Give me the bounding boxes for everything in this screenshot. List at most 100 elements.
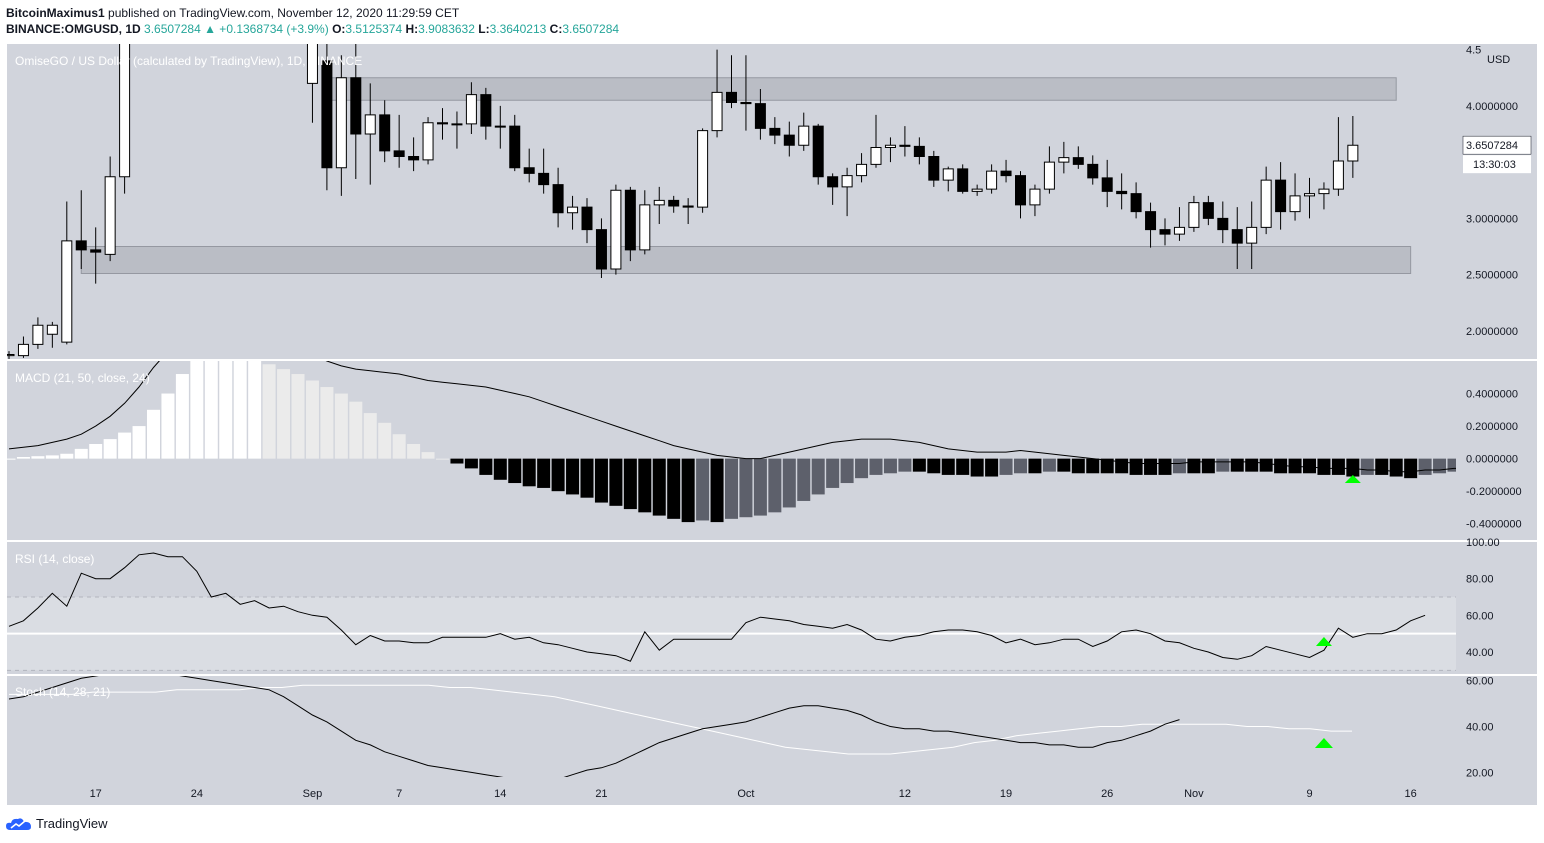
candle-body[interactable] [465, 94, 477, 125]
candle-body[interactable] [1101, 177, 1113, 192]
candle-body[interactable] [1188, 202, 1200, 228]
candle-body[interactable] [104, 176, 116, 255]
stoch-price-axis[interactable] [1456, 676, 1537, 777]
candle-body[interactable] [552, 184, 564, 214]
candle-body[interactable] [595, 229, 607, 270]
candle-body[interactable] [1318, 188, 1330, 195]
candle-body[interactable] [75, 240, 87, 251]
candle-body[interactable] [1043, 161, 1055, 190]
candle-body[interactable] [408, 156, 420, 161]
candle-body[interactable] [812, 125, 824, 178]
candle-body[interactable] [451, 123, 463, 126]
candle-body[interactable] [1116, 190, 1128, 195]
candle-body[interactable] [639, 204, 651, 251]
candle-body[interactable] [393, 150, 405, 157]
candle-body[interactable] [1347, 144, 1359, 162]
candle-body[interactable] [1072, 157, 1084, 165]
stoch-plot[interactable] [8, 674, 1352, 782]
candle-body[interactable] [610, 189, 622, 270]
candle-body[interactable] [1260, 179, 1272, 228]
candle-body[interactable] [523, 167, 535, 174]
candle-body[interactable] [437, 122, 448, 125]
rsi-price-axis[interactable] [1456, 542, 1537, 674]
candle-body[interactable] [870, 147, 882, 165]
candle-body[interactable] [306, 38, 318, 84]
candle-body[interactable] [697, 130, 709, 208]
candle-body[interactable] [711, 91, 723, 132]
candle-body[interactable] [668, 199, 680, 207]
candle-body[interactable] [32, 324, 44, 345]
candle-body[interactable] [1130, 193, 1142, 213]
candle-body[interactable] [1015, 175, 1026, 206]
candle-body[interactable] [567, 206, 579, 214]
time-tick-label: Sep [303, 788, 323, 800]
candle-body[interactable] [379, 114, 391, 152]
candle-body[interactable] [509, 125, 521, 169]
candle-body[interactable] [1217, 217, 1229, 231]
candle-body[interactable] [1304, 193, 1315, 197]
candle-body[interactable] [856, 163, 868, 177]
candle-body[interactable] [480, 94, 492, 127]
price-tick-label: 2.5000000 [1466, 270, 1518, 282]
macd-histogram-bar [956, 458, 970, 475]
candle-body[interactable] [1029, 188, 1041, 206]
candle-body[interactable] [1202, 202, 1214, 219]
candle-body[interactable] [798, 125, 810, 146]
macd-price-axis[interactable] [1456, 361, 1537, 540]
candle-body[interactable] [61, 240, 73, 343]
candle-body[interactable] [581, 206, 593, 231]
candle-body[interactable] [624, 189, 636, 251]
candle-body[interactable] [841, 175, 853, 188]
candle-body[interactable] [1275, 179, 1287, 213]
candle-body[interactable] [119, 38, 131, 178]
candle-body[interactable] [1087, 163, 1099, 179]
candle-body[interactable] [827, 176, 839, 188]
macd-signal-arrow [1344, 475, 1361, 483]
candle-body[interactable] [1173, 226, 1185, 235]
candle-body[interactable] [942, 168, 954, 181]
candle-body[interactable] [335, 77, 347, 169]
candle-body[interactable] [494, 125, 506, 128]
main-price-axis[interactable] [1456, 44, 1537, 359]
candle-body[interactable] [928, 156, 940, 181]
candle-body[interactable] [4, 354, 15, 357]
candle-body[interactable] [1000, 170, 1012, 177]
candle-body[interactable] [350, 77, 362, 135]
candle-body[interactable] [46, 324, 58, 335]
candle-body[interactable] [971, 188, 983, 192]
candle-body[interactable] [17, 343, 29, 357]
candle-body[interactable] [1246, 226, 1258, 244]
candle-body[interactable] [364, 114, 376, 135]
candle-body[interactable] [740, 102, 752, 105]
candle-body[interactable] [957, 168, 969, 192]
candle-body[interactable] [1159, 229, 1171, 235]
macd-plot[interactable] [3, 319, 1544, 523]
main-plot[interactable] [4, 38, 1412, 359]
tradingview-logo[interactable]: TradingView [6, 816, 108, 831]
candle-body[interactable] [653, 199, 665, 206]
candle-body[interactable] [538, 172, 550, 186]
candle-body[interactable] [682, 205, 694, 208]
candle-body[interactable] [754, 103, 766, 129]
published-text: published on TradingView.com, November 1… [108, 6, 460, 20]
candle-body[interactable] [90, 249, 102, 253]
time-axis[interactable] [7, 777, 1537, 805]
candle-body[interactable] [769, 127, 781, 136]
time-tick-label: 7 [396, 788, 402, 800]
candle-body[interactable] [899, 144, 911, 147]
author-name[interactable]: BitcoinMaximus1 [6, 6, 105, 20]
candle-body[interactable] [1332, 160, 1344, 190]
candle-body[interactable] [1289, 195, 1301, 213]
candle-body[interactable] [1058, 157, 1070, 163]
candle-body[interactable] [321, 60, 333, 169]
stoch-tick-label: 60.00 [1466, 676, 1494, 688]
candle-body[interactable] [1231, 229, 1243, 244]
candle-body[interactable] [986, 170, 998, 190]
candle-body[interactable] [726, 91, 737, 103]
candle-body[interactable] [884, 144, 896, 148]
candle-body[interactable] [422, 122, 434, 161]
candle-body[interactable] [913, 145, 925, 157]
candle-body[interactable] [783, 134, 795, 146]
candle-body[interactable] [1145, 211, 1157, 231]
